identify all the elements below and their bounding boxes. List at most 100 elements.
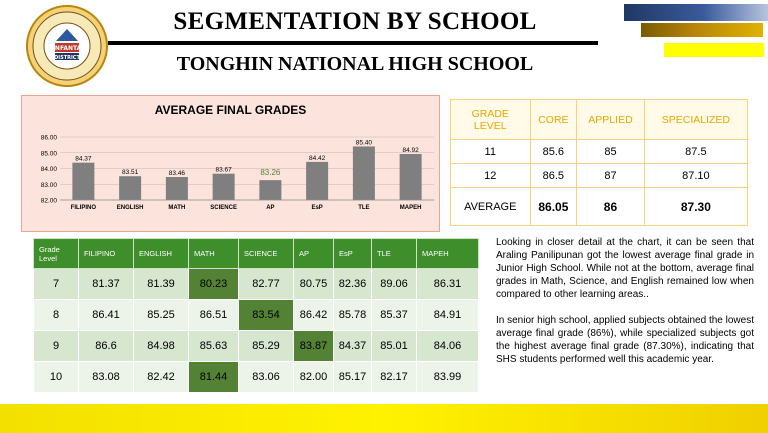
y-tick-label: 83.00 xyxy=(41,182,58,189)
bar xyxy=(212,173,235,200)
grade-cell: 82.36 xyxy=(333,268,372,300)
data-label: 83.46 xyxy=(169,170,186,177)
bar xyxy=(72,162,95,200)
analysis-text: Looking in closer detail at the chart, i… xyxy=(496,236,754,379)
table-cell: 85 xyxy=(576,139,645,164)
data-label: 85.40 xyxy=(356,139,373,146)
decor-navy-bar xyxy=(624,4,768,21)
x-tick-label: MAPEH xyxy=(400,205,422,211)
table-row: 7 81.37 81.39 80.23 82.77 80.75 82.36 89.06 86.3… xyxy=(33,268,479,300)
decor-yellow-bar xyxy=(664,43,764,57)
grade-cell: 86.31 xyxy=(416,268,479,300)
grade-cell: 80.75 xyxy=(293,268,334,300)
table-cell: 12 xyxy=(450,163,531,188)
table-cell: 87 xyxy=(576,163,645,188)
grade-cell: 81.44 xyxy=(188,361,239,393)
grade-cell: 83.08 xyxy=(78,361,134,393)
chart-canvas: 86.00 85.00 84.00 83.00 82.00 84.37 FILIPINO 83… xyxy=(41,135,434,211)
grade-cell: 81.37 xyxy=(78,268,134,300)
bar xyxy=(259,180,282,200)
grade-cell: 82.42 xyxy=(133,361,189,393)
bar xyxy=(119,176,142,200)
average-row: AVERAGE 86.05 86 87.30 xyxy=(450,187,749,226)
grade-level-cell: 9 xyxy=(33,330,79,362)
y-tick-label: 86.00 xyxy=(41,135,58,142)
grade-cell: 83.06 xyxy=(238,361,294,393)
table-cell: 11 xyxy=(450,139,531,164)
y-tick-label: 82.00 xyxy=(41,198,58,205)
grade-cell: 81.39 xyxy=(133,268,189,300)
school-name: TONGHIN NATIONAL HIGH SCHOOL xyxy=(176,53,534,75)
grade-cell: 84.98 xyxy=(133,330,189,362)
grade-cell: 86.41 xyxy=(78,299,134,331)
footer-band xyxy=(0,404,768,433)
grade-level-cell: 10 xyxy=(33,361,79,393)
header-specialized: SPECIALIZED xyxy=(643,99,749,140)
grade-cell: 85.25 xyxy=(133,299,189,331)
logo-district-text: DISTRICT xyxy=(54,55,80,61)
grade-cell: 83.54 xyxy=(238,299,294,331)
header-core: CORE xyxy=(529,99,578,140)
y-tick-label: 84.00 xyxy=(41,166,58,173)
data-label: 84.37 xyxy=(75,156,92,163)
grade-cell: 86.42 xyxy=(293,299,334,331)
table-cell: 86.5 xyxy=(529,163,578,188)
average-specialized: 87.30 xyxy=(643,187,749,226)
jhs-analysis-paragraph: Looking in closer detail at the chart, i… xyxy=(496,237,754,300)
shs-track-table: GRADE LEVEL CORE APPLIED SPECIALIZED 11 … xyxy=(450,99,749,226)
data-label: 83.51 xyxy=(122,169,139,176)
grade-cell: 85.01 xyxy=(371,330,417,362)
deped-infanta-district-logo: INFANTA DISTRICT xyxy=(26,5,108,87)
grade-level-cell: 8 xyxy=(33,299,79,331)
table-cell: 87.10 xyxy=(643,163,749,188)
header-science: SCIENCE xyxy=(238,238,294,269)
bar xyxy=(306,161,329,200)
grade-cell: 85.29 xyxy=(238,330,294,362)
header-applied: APPLIED xyxy=(576,99,645,140)
grade-cell: 86.51 xyxy=(188,299,239,331)
header-esp: EsP xyxy=(333,238,372,269)
header-grade-level: Grade Level xyxy=(33,238,79,269)
title-divider xyxy=(108,41,598,45)
header-math: MATH xyxy=(188,238,239,269)
y-tick-label: 85.00 xyxy=(41,150,58,157)
grade-cell: 85.37 xyxy=(371,299,417,331)
grade-cell: 84.37 xyxy=(333,330,372,362)
grade-cell: 85.17 xyxy=(333,361,372,393)
grade-cell: 84.06 xyxy=(416,330,479,362)
table-row: 12 86.5 87 87.10 xyxy=(450,163,749,188)
header-filipino: FILIPINO xyxy=(78,238,134,269)
x-tick-label: TLE xyxy=(358,205,369,211)
grade-cell: 83.99 xyxy=(416,361,479,393)
grade-level-cell: 7 xyxy=(33,268,79,300)
header-ap: AP xyxy=(293,238,334,269)
table-row: 8 86.41 85.25 86.51 83.54 86.42 85.78 85.37 84.9… xyxy=(33,299,479,331)
header-grade-level: GRADE LEVEL xyxy=(450,99,531,140)
grade-cell: 83.87 xyxy=(293,330,334,362)
grade-cell: 82.17 xyxy=(371,361,417,393)
table-row: 11 85.6 85 87.5 xyxy=(450,139,749,164)
table-cell: 87.5 xyxy=(643,139,749,164)
data-label: 83.67 xyxy=(215,167,232,174)
x-tick-label: AP xyxy=(266,205,274,211)
x-tick-label: MATH xyxy=(168,205,185,211)
average-final-grades-chart: AVERAGE FINAL GRADES 86.00 85.00 84.00 83.0… xyxy=(21,95,440,232)
shs-analysis-paragraph: In senior high school, applied subjects … xyxy=(496,315,754,365)
data-label: 84.92 xyxy=(402,147,419,154)
grade-cell: 84.91 xyxy=(416,299,479,331)
bar xyxy=(399,154,422,200)
bar xyxy=(165,177,188,200)
average-label: AVERAGE xyxy=(450,187,531,226)
data-label: 84.42 xyxy=(309,155,326,162)
table-cell: 85.6 xyxy=(529,139,578,164)
header-tle: TLE xyxy=(371,238,417,269)
grade-cell: 80.23 xyxy=(188,268,239,300)
x-tick-label: ENGLISH xyxy=(117,205,144,211)
grade-cell: 85.78 xyxy=(333,299,372,331)
bar xyxy=(352,146,375,200)
grade-cell: 89.06 xyxy=(371,268,417,300)
average-applied: 86 xyxy=(576,187,645,226)
header-english: ENGLISH xyxy=(133,238,189,269)
x-tick-label: SCIENCE xyxy=(210,205,237,211)
table-header-row: Grade Level FILIPINO ENGLISH MATH SCIENC… xyxy=(33,238,479,269)
